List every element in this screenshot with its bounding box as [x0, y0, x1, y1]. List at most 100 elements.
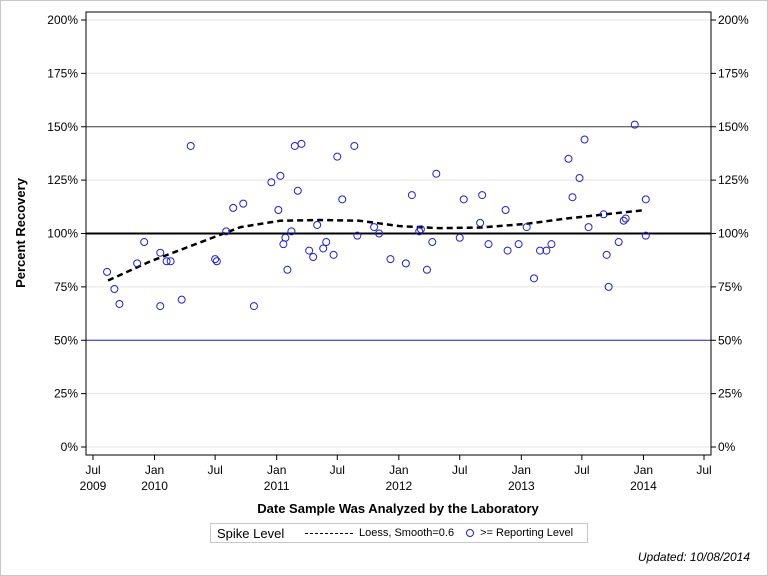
data-point — [276, 171, 285, 180]
x-tick-year-label: 2009 — [80, 479, 107, 493]
data-point — [407, 191, 416, 200]
y-tick-label-right: 200% — [718, 13, 749, 27]
data-point — [459, 195, 468, 204]
y-tick-label-right: 50% — [718, 333, 742, 347]
data-point — [614, 238, 623, 247]
legend-title: Spike Level — [217, 525, 285, 541]
x-tick-label: Jul — [330, 463, 345, 477]
data-point — [103, 267, 112, 276]
data-point — [415, 227, 424, 236]
data-point — [239, 199, 248, 208]
data-point — [319, 244, 328, 253]
y-axis-title: Percent Recovery — [13, 177, 28, 288]
data-point — [329, 250, 338, 259]
x-tick-label: Jul — [574, 463, 589, 477]
data-point — [503, 246, 512, 255]
x-tick-label: Jul — [696, 463, 711, 477]
data-point — [186, 141, 195, 150]
data-point — [484, 240, 493, 249]
data-point — [501, 206, 510, 215]
data-point — [522, 223, 531, 232]
data-point — [140, 238, 149, 247]
data-point — [309, 252, 318, 261]
data-point — [338, 195, 347, 204]
y-tick-label: 50% — [54, 333, 78, 347]
data-point — [568, 193, 577, 202]
y-tick-label-right: 100% — [718, 227, 749, 241]
data-point — [177, 295, 186, 304]
data-point — [630, 120, 639, 129]
data-point — [641, 195, 650, 204]
x-tick-label: Jul — [207, 463, 222, 477]
data-point — [422, 265, 431, 274]
data-point — [602, 250, 611, 259]
data-point — [530, 274, 539, 283]
data-point — [274, 206, 283, 215]
y-tick-label-right: 175% — [718, 66, 749, 80]
data-point — [333, 152, 342, 161]
data-point — [564, 154, 573, 163]
y-tick-label-right: 75% — [718, 280, 742, 294]
data-point — [115, 299, 124, 308]
data-point — [580, 135, 589, 144]
data-point — [229, 203, 238, 212]
y-tick-label: 25% — [54, 387, 78, 401]
x-tick-label: Jan — [267, 463, 286, 477]
legend: Spike Level Loess, Smooth=0.6 >= Reporti… — [210, 523, 588, 543]
updated-note: Updated: 10/08/2014 — [637, 550, 750, 564]
data-point — [156, 302, 165, 311]
data-point — [584, 223, 593, 232]
data-point — [575, 173, 584, 182]
data-point — [283, 265, 292, 274]
data-point — [599, 210, 608, 219]
x-tick-label: Jan — [512, 463, 531, 477]
data-point — [641, 231, 650, 240]
data-point — [416, 225, 425, 234]
data-point — [536, 246, 545, 255]
x-tick-year-label: 2013 — [508, 479, 535, 493]
data-point — [542, 246, 551, 255]
x-tick-year-label: 2012 — [385, 479, 412, 493]
y-tick-label-right: 125% — [718, 173, 749, 187]
data-point — [604, 282, 613, 291]
x-tick-year-label: 2010 — [141, 479, 168, 493]
data-point — [162, 257, 171, 266]
y-tick-label: 200% — [47, 13, 78, 27]
y-tick-label: 100% — [47, 227, 78, 241]
data-point — [353, 231, 362, 240]
data-point — [401, 259, 410, 268]
x-tick-label: Jan — [145, 463, 164, 477]
x-axis-title: Date Sample Was Analyzed by the Laborato… — [257, 501, 539, 516]
data-point — [476, 218, 485, 227]
data-point — [211, 255, 220, 264]
data-point — [297, 139, 306, 148]
data-point — [166, 257, 175, 266]
loess-line — [107, 208, 646, 282]
data-point — [281, 233, 290, 242]
data-point — [267, 178, 276, 187]
data-point — [375, 229, 384, 238]
data-point — [322, 238, 331, 247]
y-tick-label: 75% — [54, 280, 78, 294]
data-point — [478, 191, 487, 200]
data-point — [455, 233, 464, 242]
data-point — [293, 186, 302, 195]
data-point — [133, 259, 142, 268]
data-point — [514, 240, 523, 249]
data-point — [428, 238, 437, 247]
data-point — [619, 216, 628, 225]
data-point — [222, 227, 231, 236]
x-tick-label: Jan — [634, 463, 653, 477]
data-point — [547, 240, 556, 249]
legend-points-label: >= Reporting Level — [480, 527, 574, 539]
y-tick-label-right: 150% — [718, 120, 749, 134]
y-tick-label-right: 0% — [718, 440, 736, 454]
data-point — [287, 227, 296, 236]
legend-circle-icon — [466, 529, 475, 537]
data-point — [305, 246, 314, 255]
y-tick-label-right: 25% — [718, 387, 742, 401]
legend-loess-label: Loess, Smooth=0.6 — [359, 527, 455, 539]
x-tick-label: Jan — [389, 463, 408, 477]
data-point — [386, 255, 395, 264]
